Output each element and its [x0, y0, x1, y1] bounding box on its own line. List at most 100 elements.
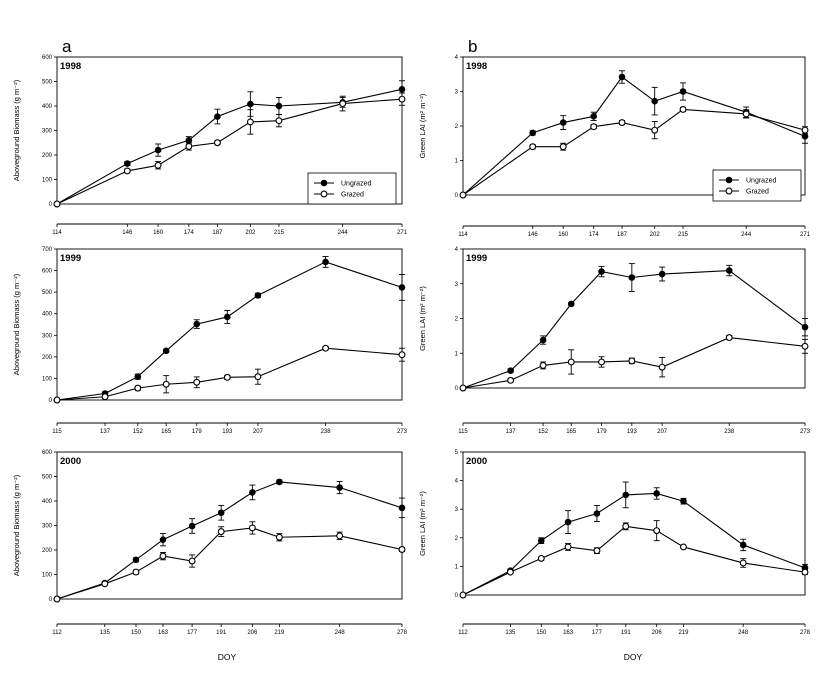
x-tick-label: 187	[617, 232, 628, 238]
y-tick-label: 100	[42, 178, 53, 184]
data-point-grazed	[459, 384, 467, 392]
data-point-ungrazed	[398, 284, 406, 291]
year-label: 1999	[60, 253, 81, 264]
x-tick-label: 160	[558, 232, 569, 238]
chart-panel-b-2000: 112 135 150 163 177 191 206 219 248 278 0 1 2 3 4 5 2000…	[418, 450, 811, 636]
data-point-grazed	[339, 100, 347, 108]
data-point-ungrazed	[725, 267, 733, 274]
y-axis-title: Green LAI (m² m⁻²)	[418, 286, 427, 351]
data-point-ungrazed	[154, 146, 162, 154]
panel-label-b: b	[468, 37, 477, 56]
data-point-ungrazed	[217, 509, 225, 517]
y-tick-label: 0	[455, 193, 459, 199]
x-tick-label: 248	[335, 630, 346, 636]
y-tick-label: 4	[455, 247, 459, 253]
legend: Ungrazed Grazed	[712, 169, 802, 202]
y-tick-label: 300	[42, 333, 53, 339]
y-tick-label: 600	[42, 269, 53, 275]
data-point-grazed	[564, 543, 572, 551]
data-point-ungrazed	[567, 300, 575, 308]
data-point-grazed	[154, 161, 162, 169]
x-tick-label: 244	[338, 230, 349, 236]
chart-panel-a-2000: 112 135 150 163 177 191 206 219 248 278 0 100 200 300…	[12, 450, 408, 636]
x-tick-label: 174	[184, 230, 195, 236]
data-point-ungrazed	[159, 536, 167, 544]
y-tick-label: 500	[42, 80, 53, 86]
data-point-grazed	[159, 552, 167, 560]
year-label: 1998	[60, 61, 81, 72]
x-tick-label: 163	[563, 630, 574, 636]
data-point-ungrazed	[398, 504, 406, 512]
data-point-ungrazed	[276, 478, 283, 486]
data-point-ungrazed	[537, 537, 545, 544]
series-line-grazed	[462, 525, 806, 596]
chart-panel-b-1999: 115 137 152 165 179 193 207 238 273 0 1 2 3 4 1999 Gree…	[418, 247, 811, 435]
y-tick-label: 0	[455, 386, 459, 392]
y-tick-label: 1	[455, 564, 459, 570]
data-point-ungrazed	[214, 113, 221, 120]
y-tick-label: 100	[42, 376, 53, 382]
series-line-ungrazed	[462, 269, 806, 389]
x-tick-label: 150	[536, 630, 547, 636]
x-tick-label: 174	[589, 232, 600, 238]
y-tick-label: 600	[42, 55, 53, 61]
x-tick-label: 215	[274, 230, 285, 236]
data-point-grazed	[537, 554, 545, 562]
y-tick-label: 300	[42, 129, 53, 135]
data-point-grazed	[618, 119, 626, 127]
data-point-grazed	[223, 373, 231, 381]
data-point-grazed	[213, 139, 221, 147]
y-tick-label: 3	[455, 507, 459, 513]
data-point-grazed	[598, 358, 605, 366]
x-tick-label: 152	[538, 429, 549, 435]
y-tick-label: 700	[42, 247, 53, 253]
legend: Ungrazed Grazed	[307, 172, 397, 205]
x-tick-label: 146	[528, 232, 539, 238]
data-point-ungrazed	[559, 119, 567, 126]
data-point-ungrazed	[628, 274, 636, 281]
data-point-grazed	[679, 105, 687, 113]
data-point-grazed	[679, 543, 687, 551]
data-point-grazed	[185, 142, 193, 150]
plot-frame	[56, 248, 403, 401]
data-point-grazed	[651, 126, 659, 134]
x-tick-label: 137	[506, 429, 517, 435]
y-axis-title: Aboveground Biomass (g m⁻²)	[12, 79, 21, 181]
year-label: 2000	[466, 456, 487, 467]
x-tick-label: 112	[52, 630, 62, 636]
data-point-ungrazed	[618, 73, 626, 81]
x-tick-label: 135	[505, 630, 516, 636]
x-tick-label: 152	[133, 429, 144, 435]
data-point-ungrazed	[593, 510, 601, 517]
x-tick-label: 271	[397, 230, 408, 236]
data-point-grazed	[459, 191, 467, 199]
data-point-ungrazed	[653, 490, 660, 497]
x-tick-label: 273	[800, 429, 811, 435]
x-tick-label: 160	[153, 230, 164, 236]
x-tick-label: 248	[738, 630, 749, 636]
x-tick-label: 179	[192, 429, 203, 435]
y-tick-label: 2	[455, 124, 459, 130]
data-point-ungrazed	[539, 336, 547, 344]
x-tick-label: 115	[52, 429, 62, 435]
x-tick-label: 115	[458, 429, 468, 435]
x-tick-label: 207	[657, 429, 668, 435]
data-point-ungrazed	[224, 313, 231, 321]
data-point-grazed	[801, 342, 809, 350]
y-tick-label: 100	[42, 573, 53, 579]
x-tick-label: 163	[158, 630, 169, 636]
legend-marker	[725, 187, 733, 195]
data-point-ungrazed	[564, 518, 572, 526]
y-tick-label: 400	[42, 312, 53, 318]
y-axis-title: Green LAI (m² m⁻²)	[418, 93, 427, 158]
x-tick-label: 244	[741, 232, 752, 238]
data-point-grazed	[53, 396, 61, 404]
year-label: 1998	[466, 61, 487, 72]
data-point-grazed	[739, 559, 747, 567]
legend-box	[712, 169, 802, 202]
y-tick-label: 0	[49, 202, 53, 208]
data-point-grazed	[398, 351, 406, 359]
data-point-ungrazed	[679, 88, 687, 95]
plot-frame	[462, 451, 806, 596]
data-point-ungrazed	[132, 556, 140, 564]
